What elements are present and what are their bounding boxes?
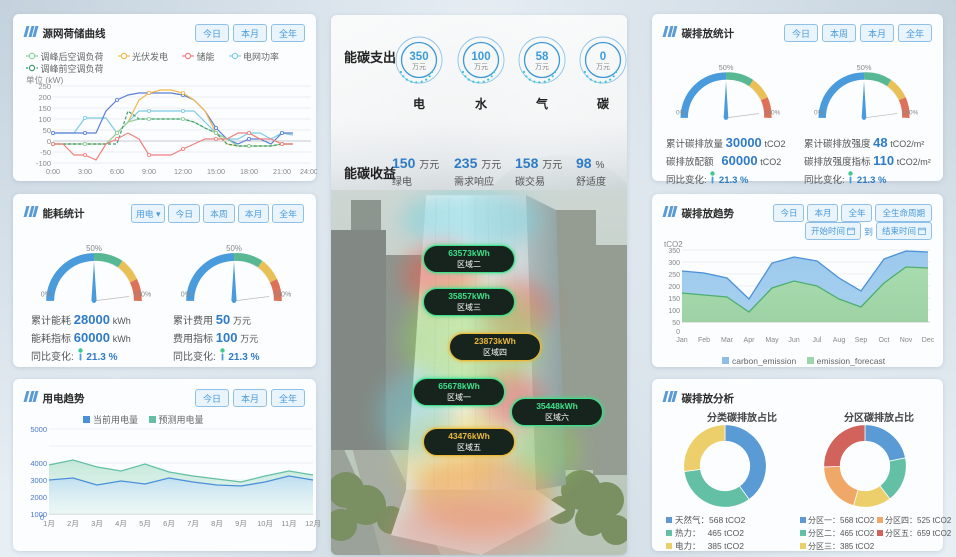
svg-text:50%: 50%: [86, 244, 102, 253]
svg-text:300: 300: [668, 260, 680, 267]
svg-text:58: 58: [536, 51, 549, 63]
svg-text:100: 100: [668, 308, 680, 315]
svg-text:250: 250: [668, 272, 680, 279]
svg-text:3:00: 3:00: [78, 167, 92, 176]
svg-text:0:00: 0:00: [46, 167, 60, 176]
svg-text:24:00: 24:00: [300, 167, 317, 176]
svg-text:15:00: 15:00: [207, 167, 225, 176]
svg-text:21:00: 21:00: [273, 167, 291, 176]
svg-text:50%: 50%: [226, 244, 242, 253]
svg-text:250: 250: [38, 84, 51, 91]
svg-text:50: 50: [672, 320, 680, 327]
svg-text:350: 350: [409, 51, 428, 63]
svg-text:万元: 万元: [535, 63, 549, 71]
svg-text:10月: 10月: [257, 519, 273, 528]
svg-text:2月: 2月: [67, 519, 79, 528]
svg-text:0%: 0%: [814, 109, 824, 116]
svg-text:2000: 2000: [30, 493, 47, 502]
svg-text:150: 150: [38, 104, 51, 113]
svg-text:万元: 万元: [474, 63, 488, 71]
svg-text:7月: 7月: [187, 519, 199, 528]
svg-text:1月: 1月: [43, 519, 55, 528]
svg-text:200: 200: [38, 93, 51, 102]
svg-text:Mar: Mar: [721, 337, 734, 344]
svg-text:100: 100: [471, 51, 490, 63]
svg-text:0: 0: [676, 329, 680, 336]
svg-text:100%: 100%: [764, 109, 780, 116]
svg-text:Jan: Jan: [676, 337, 687, 344]
svg-text:1000: 1000: [30, 510, 47, 519]
svg-text:-50: -50: [40, 148, 51, 157]
svg-text:5月: 5月: [139, 519, 151, 528]
svg-text:0%: 0%: [676, 109, 686, 116]
svg-text:Aug: Aug: [833, 337, 846, 344]
svg-text:Apr: Apr: [744, 337, 756, 344]
svg-text:万元: 万元: [596, 63, 610, 71]
svg-text:50%: 50%: [719, 63, 734, 72]
svg-text:350: 350: [668, 248, 680, 255]
svg-text:Jul: Jul: [813, 337, 822, 344]
svg-text:12:00: 12:00: [174, 167, 192, 176]
svg-text:11月: 11月: [281, 519, 296, 528]
svg-text:18:00: 18:00: [240, 167, 258, 176]
svg-text:0%: 0%: [181, 292, 191, 299]
svg-text:200: 200: [668, 284, 680, 291]
svg-text:6月: 6月: [163, 519, 175, 528]
svg-text:万元: 万元: [412, 63, 426, 71]
svg-text:3000: 3000: [30, 476, 47, 485]
svg-text:Sep: Sep: [855, 337, 868, 344]
svg-text:100%: 100%: [133, 292, 151, 299]
svg-text:Oct: Oct: [879, 337, 890, 344]
svg-text:100%: 100%: [273, 292, 291, 299]
svg-text:Feb: Feb: [698, 337, 710, 344]
svg-text:Nov: Nov: [900, 337, 913, 344]
svg-text:0%: 0%: [41, 292, 51, 299]
svg-text:9月: 9月: [235, 519, 247, 528]
svg-text:Jun: Jun: [788, 337, 799, 344]
svg-text:May: May: [765, 337, 779, 344]
svg-text:150: 150: [668, 296, 680, 303]
svg-text:Dec: Dec: [922, 337, 935, 344]
svg-text:50: 50: [43, 126, 51, 135]
svg-text:9:00: 9:00: [142, 167, 156, 176]
svg-text:50%: 50%: [857, 63, 872, 72]
svg-text:8月: 8月: [211, 519, 223, 528]
svg-text:100: 100: [38, 115, 51, 124]
svg-text:4月: 4月: [115, 519, 127, 528]
svg-text:4000: 4000: [30, 459, 47, 468]
svg-text:0: 0: [47, 137, 51, 146]
svg-text:0: 0: [600, 51, 606, 63]
svg-text:6:00: 6:00: [110, 167, 124, 176]
svg-text:12月: 12月: [305, 519, 321, 528]
svg-text:3月: 3月: [91, 519, 103, 528]
svg-text:100%: 100%: [902, 109, 918, 116]
svg-text:5000: 5000: [30, 427, 47, 434]
